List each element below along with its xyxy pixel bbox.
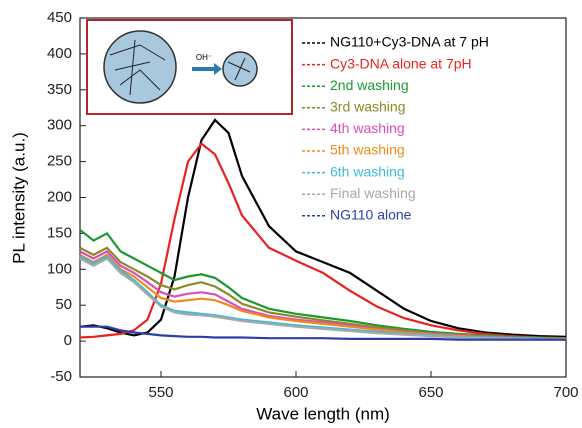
y-axis-title: PL intensity (a.u.) — [9, 132, 28, 264]
y-tick-label: 400 — [47, 45, 72, 62]
y-tick-label: 250 — [47, 153, 72, 170]
series-line — [80, 325, 566, 341]
y-tick-label: 200 — [47, 188, 72, 205]
inset-label: OH⁻ — [196, 53, 212, 62]
legend-label: Cy3-DNA alone at 7pH — [330, 55, 472, 71]
x-tick-label: 550 — [148, 384, 173, 401]
x-tick-label: 650 — [418, 384, 443, 401]
y-tick-label: 300 — [47, 117, 72, 134]
legend-label: NG110 alone — [330, 207, 412, 223]
x-tick-label: 700 — [553, 384, 578, 401]
series-line — [79, 250, 567, 340]
y-tick-label: 50 — [55, 296, 72, 313]
x-tick-label: 600 — [283, 384, 308, 401]
y-tick-label: 450 — [47, 9, 72, 26]
y-tick-label: -50 — [50, 368, 72, 385]
series-line — [79, 142, 567, 340]
legend-label: Final washing — [330, 185, 416, 201]
legend-label: 4th washing — [330, 120, 405, 136]
y-tick-label: 0 — [64, 332, 72, 349]
y-tick-label: 150 — [47, 224, 72, 241]
legend-label: 5th washing — [330, 142, 405, 158]
legend-label: 3rd washing — [330, 99, 406, 115]
series-line — [79, 118, 567, 338]
y-tick-label: 350 — [47, 81, 72, 98]
legend-label: 6th washing — [330, 163, 405, 179]
inset: OH⁻ — [86, 19, 293, 115]
legend-label: NG110+Cy3-DNA at 7 pH — [330, 34, 489, 50]
y-tick-label: 100 — [47, 260, 72, 277]
x-axis-title: Wave length (nm) — [256, 404, 390, 423]
legend-label: 2nd washing — [330, 77, 409, 93]
series-line — [79, 257, 566, 341]
